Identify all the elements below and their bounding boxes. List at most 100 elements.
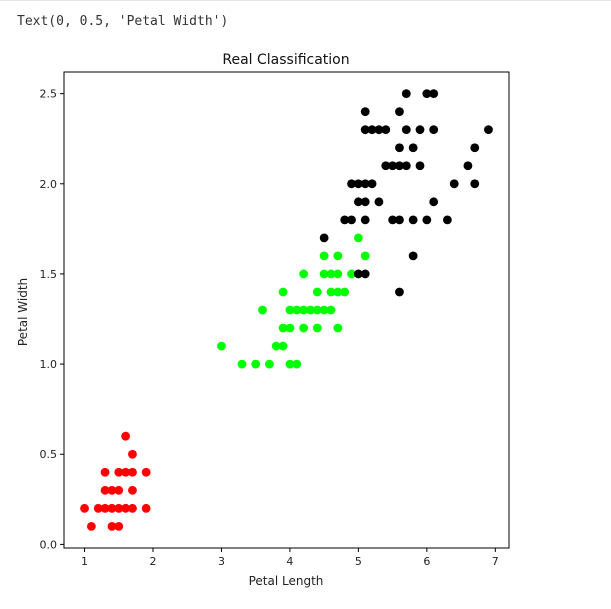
data-point-versicolor <box>333 323 343 333</box>
plot-area <box>63 71 510 549</box>
data-point-virginica <box>381 161 391 171</box>
data-point-virginica <box>429 197 439 207</box>
data-point-virginica <box>408 143 418 153</box>
data-point-versicolor <box>271 341 281 351</box>
data-point-setosa <box>100 467 110 477</box>
data-point-setosa <box>86 521 96 531</box>
data-point-virginica <box>340 215 350 225</box>
y-axis-label: Petal Width <box>16 278 30 346</box>
data-point-virginica <box>449 179 459 189</box>
data-point-versicolor <box>312 305 322 315</box>
data-point-virginica <box>388 215 398 225</box>
data-point-virginica <box>395 287 404 297</box>
data-point-virginica <box>401 161 411 171</box>
data-point-setosa <box>100 485 110 495</box>
x-axis-ticks: 1 2 3 4 5 6 7 <box>81 548 499 568</box>
data-point-versicolor <box>306 305 315 315</box>
data-point-versicolor <box>326 287 336 297</box>
data-point-versicolor <box>278 323 288 333</box>
data-point-versicolor <box>319 269 329 279</box>
data-point-virginica <box>353 179 363 189</box>
data-point-versicolor <box>292 359 302 369</box>
data-point-virginica <box>347 179 356 189</box>
data-point-virginica <box>429 89 439 99</box>
data-point-versicolor <box>353 233 363 243</box>
data-point-virginica <box>388 161 398 171</box>
data-point-versicolor <box>319 251 329 261</box>
data-point-versicolor <box>333 251 343 261</box>
data-point-virginica <box>442 215 452 225</box>
data-point-virginica <box>408 215 418 225</box>
data-point-virginica <box>395 143 404 153</box>
x-axis-label: Petal Length <box>249 574 324 588</box>
data-point-setosa <box>141 467 151 477</box>
chart-title: Real Classification <box>222 52 349 68</box>
data-point-versicolor <box>285 305 295 315</box>
data-point-versicolor <box>326 305 336 315</box>
data-point-versicolor <box>217 341 226 351</box>
data-point-versicolor <box>347 269 356 279</box>
x-tick-label: 7 <box>492 555 499 568</box>
data-point-versicolor <box>360 251 370 261</box>
data-point-virginica <box>374 197 384 207</box>
data-point-versicolor <box>237 359 247 369</box>
data-point-setosa <box>121 503 131 513</box>
data-point-setosa <box>121 431 131 441</box>
data-point-setosa <box>100 503 110 513</box>
data-point-virginica <box>470 179 480 189</box>
y-tick-label: 0.0 <box>40 538 58 551</box>
data-point-versicolor <box>299 269 309 279</box>
data-point-versicolor <box>285 323 295 333</box>
data-point-virginica <box>415 161 425 171</box>
data-point-virginica <box>353 197 363 207</box>
data-point-virginica <box>484 125 493 135</box>
data-point-versicolor <box>264 359 274 369</box>
y-axis-ticks: 0.0 0.5 1.0 1.5 2.0 2.5 <box>40 88 64 551</box>
data-point-versicolor <box>312 287 322 297</box>
data-point-versicolor <box>319 305 329 315</box>
data-point-setosa <box>114 467 124 477</box>
data-point-setosa <box>128 485 137 495</box>
data-point-virginica <box>463 161 473 171</box>
data-point-virginica <box>395 107 404 117</box>
data-point-virginica <box>408 251 418 261</box>
y-tick-label: 2.0 <box>40 178 58 191</box>
data-point-versicolor <box>326 269 336 279</box>
data-point-virginica <box>360 269 370 279</box>
data-point-versicolor <box>299 305 309 315</box>
x-tick-label: 3 <box>218 555 225 568</box>
data-point-virginica <box>319 233 329 243</box>
data-point-setosa <box>107 503 117 513</box>
data-point-virginica <box>360 107 370 117</box>
data-point-virginica <box>360 125 370 135</box>
data-point-versicolor <box>333 269 343 279</box>
x-tick-label: 5 <box>355 555 362 568</box>
x-tick-label: 1 <box>81 555 88 568</box>
data-point-setosa <box>107 521 117 531</box>
y-tick-label: 0.5 <box>40 448 58 461</box>
data-point-virginica <box>381 125 391 135</box>
data-point-virginica <box>367 179 377 189</box>
data-point-virginica <box>470 143 480 153</box>
data-point-versicolor <box>251 359 261 369</box>
data-point-setosa <box>107 485 117 495</box>
data-point-versicolor <box>299 323 309 333</box>
data-point-virginica <box>422 89 432 99</box>
data-point-versicolor <box>278 341 288 351</box>
data-point-virginica <box>422 215 432 225</box>
data-point-virginica <box>401 89 411 99</box>
data-point-setosa <box>114 521 124 531</box>
cell-output-text: Text(0, 0.5, 'Petal Width') <box>17 14 229 29</box>
data-point-virginica <box>367 125 377 135</box>
data-point-setosa <box>93 503 103 513</box>
data-points <box>80 89 493 531</box>
data-point-virginica <box>415 125 425 135</box>
data-point-versicolor <box>285 359 295 369</box>
data-point-virginica <box>347 215 356 225</box>
data-point-setosa <box>114 485 124 495</box>
data-point-setosa <box>128 467 137 477</box>
data-point-versicolor <box>333 287 343 297</box>
y-tick-label: 1.0 <box>40 358 58 371</box>
y-tick-label: 1.5 <box>40 268 58 281</box>
